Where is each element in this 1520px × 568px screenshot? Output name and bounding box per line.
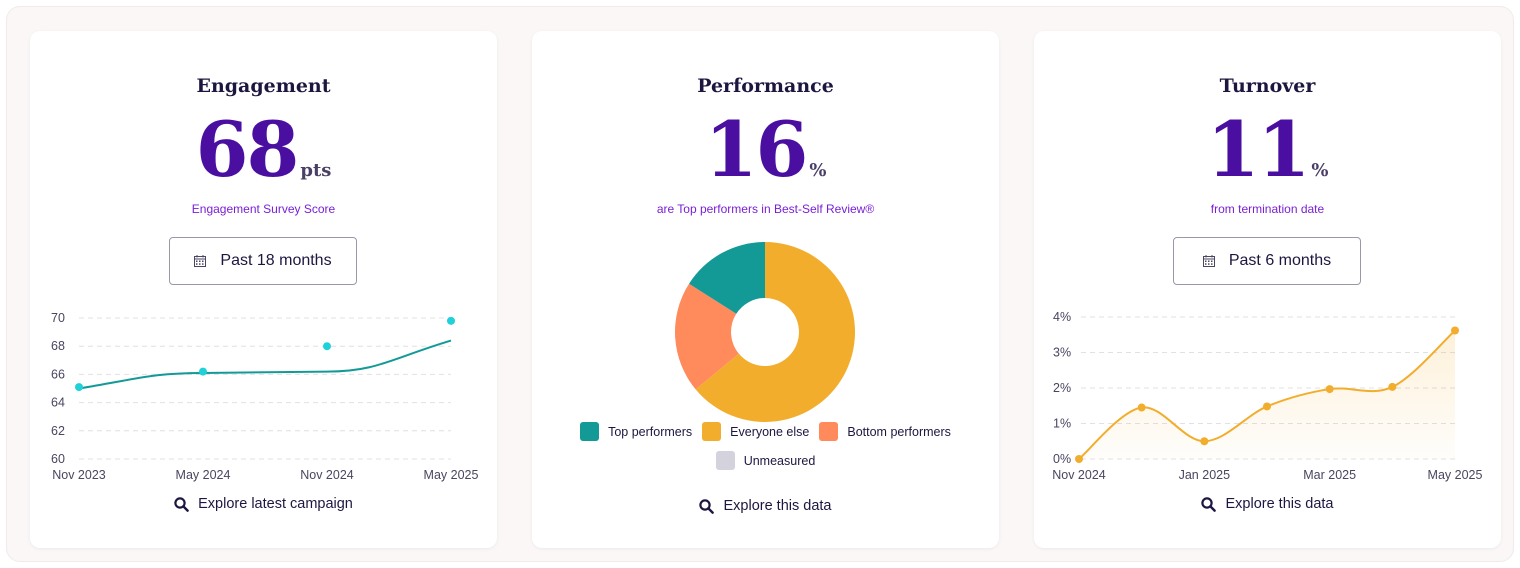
- performance-value: 16: [704, 105, 809, 194]
- x-tick-label: Nov 2024: [300, 468, 354, 482]
- engagement-score: 68 pts: [30, 105, 497, 195]
- turnover-area-chart: 0% 1% 2% 3% 4% Nov 2024 Jan 2025 Mar 2025 May 20…: [1052, 310, 1483, 482]
- performance-legend-row-2: Unmeasured: [532, 451, 999, 470]
- legend-label: Bottom performers: [847, 424, 951, 439]
- turnover-data-point[interactable]: [1325, 385, 1334, 394]
- legend-swatch: [715, 451, 735, 470]
- performance-explore-label: Explore this data: [723, 498, 832, 514]
- engagement-title: Engagement: [196, 75, 331, 97]
- turnover-data-point[interactable]: [1137, 403, 1146, 412]
- legend-swatch: [580, 422, 600, 441]
- legend-swatch: [702, 422, 722, 441]
- y-tick-label: 1%: [1053, 417, 1071, 431]
- dashboard-frame: Engagement 68 pts Engagement Survey Score…: [6, 6, 1514, 562]
- turnover-score: 11%: [1034, 105, 1501, 195]
- engagement-range-label: Past 18 months: [220, 252, 332, 269]
- x-tick-label: May 2024: [176, 468, 231, 482]
- turnover-explore-label: Explore this data: [1225, 496, 1334, 512]
- turnover-range-button[interactable]: Past 6 months: [1173, 237, 1361, 285]
- engagement-data-point[interactable]: [447, 316, 455, 325]
- legend-swatch: [819, 422, 839, 441]
- donut-slice-bottom-performers[interactable]: [675, 283, 739, 390]
- y-tick-label: 60: [51, 452, 65, 466]
- performance-card: Performance 16% are Top performers in Be…: [532, 31, 999, 548]
- y-tick-label: 2%: [1053, 381, 1071, 395]
- calendar-icon: [194, 255, 207, 267]
- engagement-data-point[interactable]: [199, 367, 207, 376]
- calendar-icon: [1202, 255, 1215, 267]
- engagement-card: Engagement 68 pts Engagement Survey Score…: [30, 31, 497, 548]
- engagement-subtitle: Engagement Survey Score: [191, 202, 336, 216]
- engagement-data-point[interactable]: [323, 342, 331, 351]
- turnover-area-fill: [1079, 330, 1455, 459]
- engagement-line-chart: 60 62 64 66 68 70 Nov 2023 May 2024 Nov 2024 May …: [51, 311, 479, 482]
- search-icon: [174, 496, 189, 512]
- turnover-explore-link[interactable]: Explore this data: [1034, 496, 1501, 512]
- y-tick-label: 64: [51, 396, 65, 410]
- y-tick-label: 68: [51, 339, 65, 353]
- engagement-value: 68: [195, 105, 300, 194]
- performance-subtitle: are Top performers in Best-Self Review®: [656, 202, 875, 216]
- engagement-trend-line: [78, 339, 452, 390]
- y-tick-label: 62: [51, 424, 65, 438]
- turnover-card: Turnover 11% from termination date Past …: [1034, 31, 1501, 548]
- x-tick-label: Mar 2025: [1303, 468, 1356, 482]
- performance-unit: %: [809, 160, 827, 181]
- x-tick-label: May 2025: [424, 468, 479, 482]
- legend-item-everyone-else[interactable]: Everyone else: [702, 422, 809, 441]
- turnover-unit: %: [1311, 160, 1329, 181]
- turnover-range-label: Past 6 months: [1228, 252, 1332, 269]
- performance-donut-chart: [675, 242, 855, 422]
- engagement-data-point[interactable]: [75, 383, 83, 392]
- legend-item-unmeasured[interactable]: Unmeasured: [715, 451, 816, 470]
- turnover-value: 11: [1206, 105, 1311, 194]
- performance-score: 16%: [532, 105, 999, 195]
- legend-item-bottom-performers[interactable]: Bottom performers: [819, 422, 951, 441]
- performance-legend: Top performers Everyone else Bottom perfor…: [532, 422, 999, 441]
- x-tick-label: May 2025: [1428, 468, 1483, 482]
- turnover-subtitle: from termination date: [1210, 202, 1325, 216]
- x-tick-label: Nov 2023: [52, 468, 106, 482]
- engagement-unit: pts: [300, 160, 332, 181]
- turnover-data-point[interactable]: [1075, 455, 1083, 463]
- y-tick-label: 66: [51, 367, 65, 381]
- turnover-title: Turnover: [1219, 75, 1316, 97]
- search-icon: [699, 498, 715, 514]
- legend-label: Unmeasured: [743, 453, 816, 468]
- turnover-data-point[interactable]: [1388, 382, 1397, 391]
- y-tick-label: 70: [51, 311, 65, 325]
- x-tick-label: Jan 2025: [1179, 468, 1230, 482]
- donut-slice-everyone-else[interactable]: [695, 242, 855, 422]
- engagement-explore-label: Explore latest campaign: [198, 496, 353, 512]
- search-icon: [1201, 496, 1217, 512]
- turnover-data-point[interactable]: [1200, 437, 1209, 446]
- turnover-data-point[interactable]: [1451, 326, 1459, 335]
- turnover-data-point[interactable]: [1263, 402, 1271, 411]
- y-tick-label: 4%: [1053, 310, 1071, 324]
- y-tick-label: 3%: [1053, 346, 1071, 360]
- performance-explore-link[interactable]: Explore this data: [532, 498, 999, 514]
- legend-label: Everyone else: [730, 424, 810, 439]
- legend-item-top-performers[interactable]: Top performers: [580, 422, 692, 441]
- engagement-range-button[interactable]: Past 18 months: [169, 237, 357, 285]
- x-tick-label: Nov 2024: [1052, 468, 1106, 482]
- performance-title: Performance: [697, 75, 834, 97]
- legend-label: Top performers: [608, 424, 693, 439]
- donut-slice-top-performers[interactable]: [689, 242, 765, 314]
- y-tick-label: 0%: [1053, 452, 1071, 466]
- engagement-explore-link[interactable]: Explore latest campaign: [30, 496, 497, 512]
